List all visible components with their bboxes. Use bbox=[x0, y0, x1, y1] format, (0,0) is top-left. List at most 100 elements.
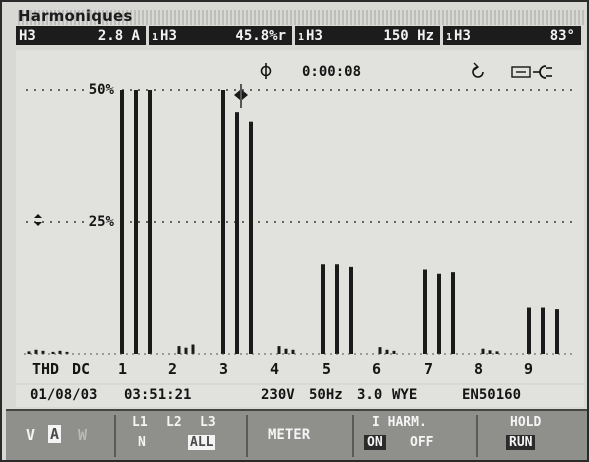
phase-prefix: 1 bbox=[446, 31, 453, 43]
date-value: 01/08/03 bbox=[30, 387, 98, 403]
rotation-icon bbox=[472, 62, 484, 78]
bar-h3-phase1 bbox=[221, 90, 225, 354]
bar-h2-phase2 bbox=[184, 347, 188, 354]
category-label-1: 1 bbox=[118, 360, 127, 378]
iharm-toggle[interactable]: I HARM. ON OFF bbox=[360, 413, 472, 458]
bar-h7-phase1 bbox=[423, 269, 427, 354]
bar-h4-phase2 bbox=[284, 348, 288, 354]
mode-v[interactable]: V bbox=[26, 426, 36, 444]
bar-h4-phase1 bbox=[277, 346, 281, 354]
category-label-2: 2 bbox=[168, 360, 177, 378]
phase-l3[interactable]: L3 bbox=[200, 415, 216, 430]
bar-h1-phase2 bbox=[134, 90, 138, 354]
reading-h3-phase-angle: 1 H3 83° bbox=[443, 26, 581, 45]
mains-plug-icon bbox=[533, 65, 552, 79]
bar-hthd-phase1 bbox=[27, 351, 31, 354]
bar-h8-phase2 bbox=[488, 350, 492, 354]
bar-h4-phase3 bbox=[291, 349, 295, 354]
category-label-3: 3 bbox=[219, 360, 228, 378]
cursor-right-arrow-icon bbox=[242, 90, 248, 100]
meter-button[interactable]: METER bbox=[256, 413, 352, 458]
bar-hdc-phase2 bbox=[58, 350, 62, 354]
phase-count-value: 3.0 bbox=[357, 387, 383, 403]
bar-h9-phase3 bbox=[555, 309, 559, 354]
bar-h5-phase3 bbox=[349, 266, 353, 354]
iharm-on-selected[interactable]: ON bbox=[364, 435, 386, 450]
bar-h5-phase2 bbox=[335, 264, 339, 354]
harmonics-plot: 0:00:08 50% 25% bbox=[16, 50, 584, 383]
bar-h6-phase1 bbox=[378, 347, 382, 354]
battery-icon bbox=[511, 66, 531, 78]
iharm-label: I HARM. bbox=[372, 415, 427, 430]
bar-hthd-phase3 bbox=[41, 350, 45, 354]
bar-h6-phase3 bbox=[392, 350, 396, 354]
category-label-4: 4 bbox=[270, 360, 279, 378]
reading-label: H3 bbox=[160, 27, 177, 44]
bar-h9-phase1 bbox=[527, 307, 531, 354]
reading-h3-current: H3 2.8 A bbox=[16, 26, 146, 45]
reading-value: 83° bbox=[549, 27, 575, 44]
category-label-8: 8 bbox=[474, 360, 483, 378]
reading-value: 150 Hz bbox=[383, 27, 434, 44]
reading-h3-frequency: 1 H3 150 Hz bbox=[295, 26, 440, 45]
level-marker-icon bbox=[34, 214, 42, 226]
bar-h6-phase2 bbox=[385, 349, 389, 354]
iharm-off[interactable]: OFF bbox=[410, 435, 434, 450]
bar-h7-phase3 bbox=[451, 272, 455, 354]
bar-hdc-phase1 bbox=[51, 351, 55, 354]
softkey-divider bbox=[352, 415, 354, 457]
title-bar: Harmoniques bbox=[16, 7, 584, 25]
softkey-divider bbox=[476, 415, 478, 457]
harmonics-chart: 0:00:08 50% 25% bbox=[24, 62, 578, 378]
config-value: WYE bbox=[392, 387, 418, 403]
bar-h1-phase3 bbox=[148, 90, 152, 354]
phase-l2[interactable]: L2 bbox=[166, 415, 182, 430]
mode-w[interactable]: W bbox=[78, 426, 88, 444]
bar-h5-phase1 bbox=[321, 264, 325, 354]
time-value: 03:51:21 bbox=[124, 387, 192, 403]
hold-run-toggle[interactable]: HOLD RUN bbox=[484, 413, 580, 458]
gridline-label-25: 25% bbox=[89, 214, 115, 230]
phase-n[interactable]: N bbox=[138, 435, 146, 450]
category-label-thd: THD bbox=[32, 360, 59, 378]
bar-h7-phase2 bbox=[437, 273, 441, 354]
reading-h3-percent: 1 H3 45.8%r bbox=[149, 26, 292, 45]
screen-title: Harmoniques bbox=[18, 7, 133, 25]
reading-value: 45.8%r bbox=[235, 27, 286, 44]
reading-label: H3 bbox=[19, 27, 36, 44]
phase-prefix: 1 bbox=[152, 31, 159, 43]
category-label-7: 7 bbox=[424, 360, 433, 378]
phase-l1[interactable]: L1 bbox=[132, 415, 148, 430]
bar-h1-phase1 bbox=[120, 90, 124, 354]
category-label-6: 6 bbox=[372, 360, 381, 378]
phase-prefix: 1 bbox=[298, 31, 305, 43]
frequency-value: 50Hz bbox=[309, 387, 343, 403]
category-label-9: 9 bbox=[524, 360, 533, 378]
bar-h3-phase3 bbox=[249, 121, 253, 355]
bar-h2-phase3 bbox=[191, 344, 195, 354]
phase-all-selected[interactable]: ALL bbox=[188, 435, 216, 450]
bar-h8-phase3 bbox=[495, 351, 499, 354]
timer-value: 0:00:08 bbox=[302, 64, 361, 80]
reading-label: H3 bbox=[454, 27, 471, 44]
bar-h2-phase1 bbox=[177, 346, 181, 354]
readings-bar: H3 2.8 A 1 H3 45.8%r 1 H3 150 Hz 1 H3 83° bbox=[16, 26, 584, 45]
reading-value: 2.8 A bbox=[97, 27, 140, 44]
softkey-divider bbox=[114, 415, 116, 457]
mode-a-selected[interactable]: A bbox=[48, 425, 62, 443]
status-line: 01/08/03 03:51:21 230V 50Hz 3.0 WYE EN50… bbox=[16, 385, 584, 407]
standard-value: EN50160 bbox=[462, 387, 522, 403]
bar-hthd-phase2 bbox=[34, 349, 38, 354]
category-label-5: 5 bbox=[322, 360, 331, 378]
run-selected[interactable]: RUN bbox=[506, 435, 536, 450]
softkey-phase-select[interactable]: L1 L2 L3 N ALL bbox=[122, 413, 246, 458]
softkey-divider bbox=[246, 415, 248, 457]
gridline-label-50: 50% bbox=[89, 82, 115, 98]
bar-h8-phase1 bbox=[481, 348, 485, 354]
hold-label[interactable]: HOLD bbox=[510, 415, 542, 430]
bar-h3-phase2 bbox=[235, 112, 239, 354]
softkey-measure-mode[interactable]: V A W bbox=[16, 413, 116, 458]
timer-icon bbox=[260, 63, 272, 79]
cursor-left-arrow-icon bbox=[234, 90, 240, 100]
